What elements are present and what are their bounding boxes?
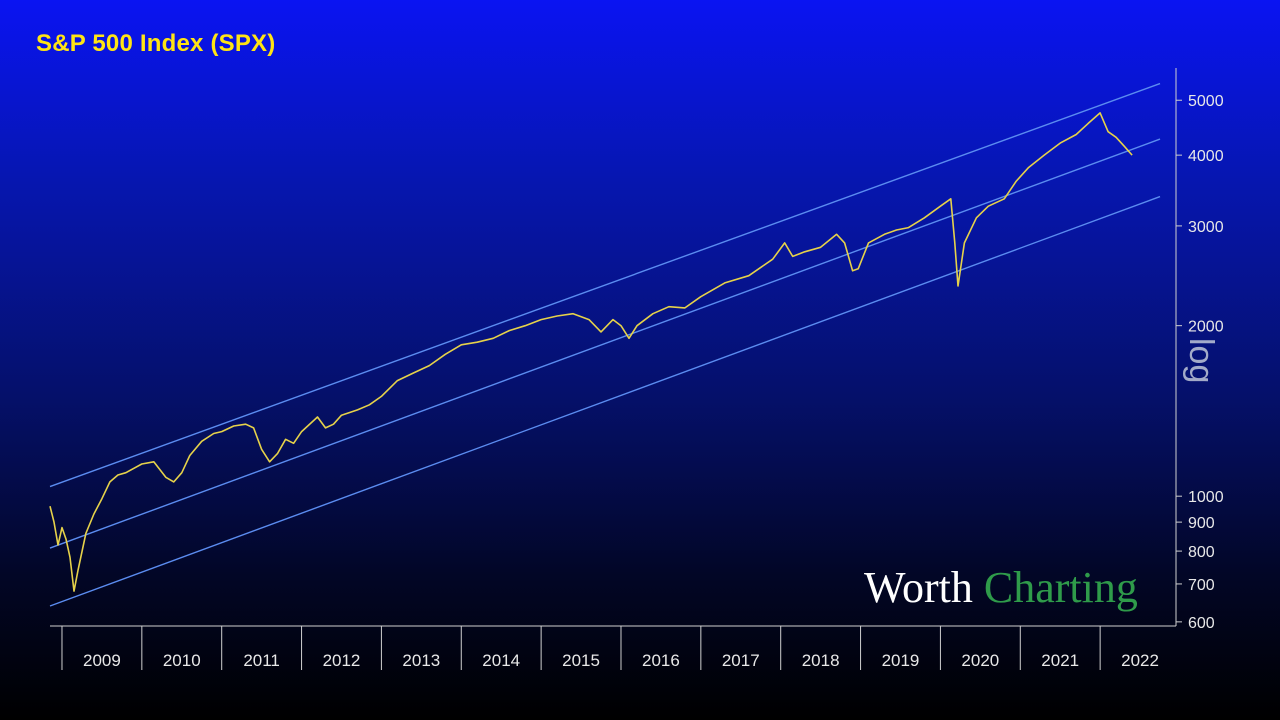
y-ticks: 5000 4000 3000 2000 1000 900 800 700 600 — [1176, 93, 1224, 632]
x-tick-label: 2012 — [323, 651, 361, 670]
channel-line-3 — [49, 195, 1161, 607]
log-scale-badge: log — [1182, 338, 1220, 383]
x-tick-label: 2010 — [163, 651, 201, 670]
y-tick-label: 800 — [1188, 544, 1215, 561]
price-series — [49, 112, 1133, 592]
x-tick-label: 2021 — [1041, 651, 1079, 670]
y-tick-label: 4000 — [1188, 148, 1224, 165]
x-tick-label: 2020 — [961, 651, 999, 670]
y-tick-label: 900 — [1188, 515, 1215, 532]
x-ticks: 2009 2010 2011 2012 2013 2014 2015 2016 2017 2018… — [61, 626, 1159, 670]
y-tick-label: 600 — [1188, 615, 1215, 632]
x-tick-label: 2018 — [802, 651, 840, 670]
channel-line-1 — [49, 82, 1161, 488]
watermark-word-worth: Worth — [864, 563, 973, 612]
x-tick-label: 2011 — [243, 651, 280, 670]
channel-lines — [49, 82, 1161, 607]
y-tick-label: 700 — [1188, 577, 1215, 594]
y-tick-label: 5000 — [1188, 93, 1224, 110]
y-tick-label: 3000 — [1188, 219, 1224, 236]
x-tick-label: 2014 — [482, 651, 520, 670]
channel-line-2 — [49, 138, 1161, 549]
watermark-logo: Worth Charting — [864, 562, 1138, 613]
x-tick-label: 2009 — [83, 651, 121, 670]
watermark-word-charting: Charting — [983, 563, 1138, 612]
series-line-1 — [49, 112, 1133, 592]
x-tick-label: 2019 — [882, 651, 920, 670]
x-tick-label: 2013 — [402, 651, 440, 670]
y-tick-label: 1000 — [1188, 489, 1224, 506]
x-tick-label: 2016 — [642, 651, 680, 670]
x-tick-label: 2015 — [562, 651, 600, 670]
y-tick-label: 2000 — [1188, 319, 1224, 336]
axes — [50, 68, 1177, 627]
x-tick-label: 2017 — [722, 651, 760, 670]
chart-title: S&P 500 Index (SPX) — [36, 30, 276, 57]
x-tick-label: 2022 — [1121, 651, 1159, 670]
